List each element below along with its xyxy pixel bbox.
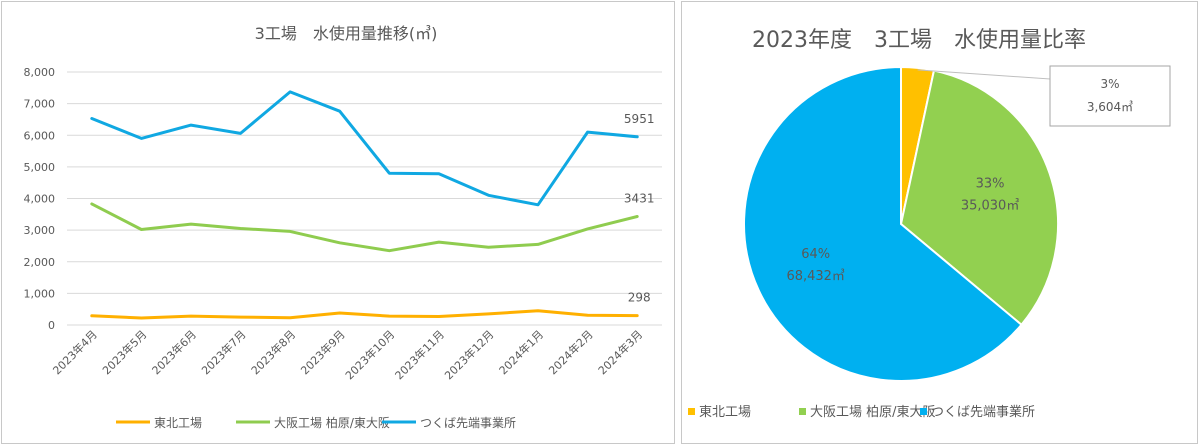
data-label: 5951 xyxy=(624,112,655,126)
y-tick-label: 6,000 xyxy=(24,129,56,142)
y-tick-label: 3,000 xyxy=(24,224,56,237)
line-chart: 3工場 水使用量推移(㎥) 0 1,000 2,000 3,000 4,000 5,000… xyxy=(24,24,662,430)
y-tick-label: 1,000 xyxy=(24,287,56,300)
legend-label: つくば先端事業所 xyxy=(931,404,1035,420)
slice-percent-label: 3% xyxy=(1100,77,1119,91)
line-chart-panel: 3工場 水使用量推移(㎥) 0 1,000 2,000 3,000 4,000 5,000… xyxy=(1,1,675,444)
legend-label: 東北工場 xyxy=(699,404,751,420)
slice-value-label: 68,432㎥ xyxy=(786,269,845,284)
legend-label: つくば先端事業所 xyxy=(420,416,516,430)
slice-percent-label: 33% xyxy=(976,176,1005,191)
pie-chart-panel: 2023年度 3工場 水使用量比率 3% 3,604㎥ 33% 35,030㎥ 64% 6… xyxy=(681,1,1198,444)
series-line xyxy=(90,202,639,253)
legend-label: 東北工場 xyxy=(154,416,202,430)
slice-value-label: 3,604㎥ xyxy=(1087,100,1133,114)
x-tick-label: 2023年11月 xyxy=(392,327,447,382)
legend-swatch xyxy=(799,408,806,415)
x-tick-label: 2024年1月 xyxy=(496,327,546,377)
callout-box xyxy=(1049,65,1171,127)
legend-label: 大阪工場 柏原/東大阪 xyxy=(274,415,390,430)
line-chart-title: 3工場 水使用量推移(㎥) xyxy=(255,24,438,43)
legend-swatch xyxy=(688,408,695,415)
x-tick-label: 2023年8月 xyxy=(248,327,298,377)
pie-slice xyxy=(743,65,1023,382)
pie-chart-title: 2023年度 3工場 水使用量比率 xyxy=(752,28,1086,53)
data-label: 3431 xyxy=(624,191,655,205)
x-tick-label: 2023年6月 xyxy=(149,327,199,377)
x-tick-label: 2023年10月 xyxy=(342,327,397,382)
y-tick-label: 0 xyxy=(48,319,55,332)
slice-value-label: 35,030㎥ xyxy=(961,198,1020,213)
x-tick-label: 2024年3月 xyxy=(595,327,645,377)
y-tick-label: 4,000 xyxy=(24,193,56,206)
x-tick-label: 2024年2月 xyxy=(546,327,596,377)
x-tick-label: 2023年7月 xyxy=(198,327,248,377)
series-line xyxy=(90,90,639,207)
x-tick-label: 2023年5月 xyxy=(99,327,149,377)
pie-slice xyxy=(899,69,1059,327)
x-tick-label: 2023年9月 xyxy=(298,327,348,377)
data-label: 298 xyxy=(628,291,651,305)
y-tick-label: 8,000 xyxy=(24,66,56,79)
series-line xyxy=(90,309,639,320)
x-tick-label: 2023年12月 xyxy=(441,327,496,382)
legend-swatch xyxy=(920,408,927,415)
y-tick-label: 2,000 xyxy=(24,256,56,269)
pie-chart: 2023年度 3工場 水使用量比率 3% 3,604㎥ 33% 35,030㎥ 64% 6… xyxy=(688,28,1171,420)
y-tick-label: 7,000 xyxy=(24,98,56,111)
slice-percent-label: 64% xyxy=(801,247,830,262)
x-tick-label: 2023年4月 xyxy=(50,327,100,377)
y-tick-label: 5,000 xyxy=(24,161,56,174)
legend-label: 大阪工場 柏原/東大阪 xyxy=(810,404,936,420)
